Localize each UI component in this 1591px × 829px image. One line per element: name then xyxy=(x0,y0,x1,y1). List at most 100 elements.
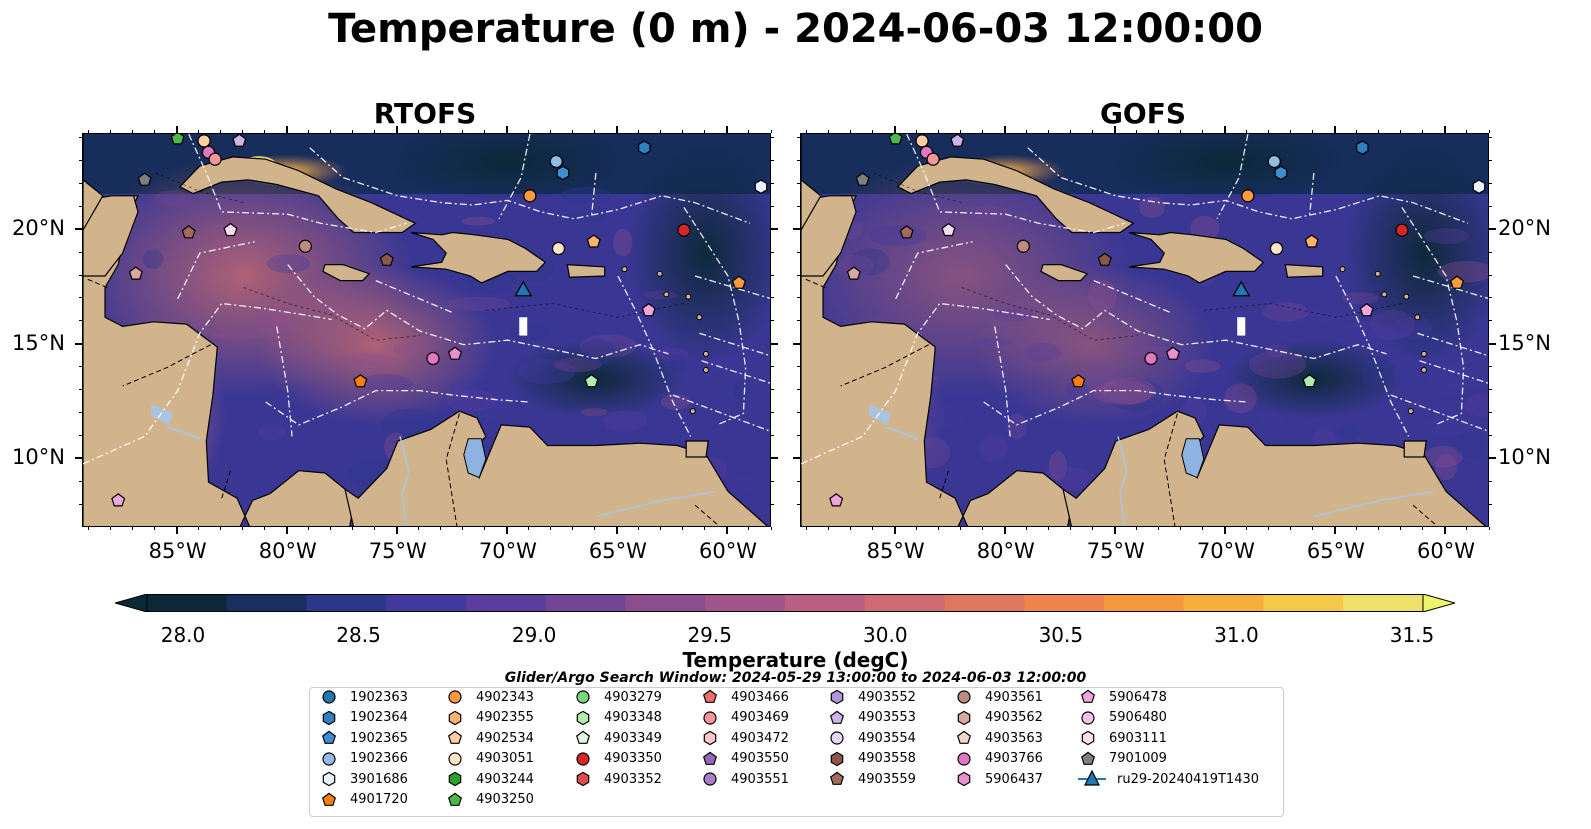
lon-label: 70°W xyxy=(1196,539,1255,563)
axis-tick xyxy=(1489,457,1492,459)
legend-marker xyxy=(1080,689,1096,703)
axis-tick xyxy=(154,130,156,133)
colorbar-segment xyxy=(386,594,467,612)
axis-tick xyxy=(725,527,728,534)
axis-tick xyxy=(1246,527,1248,530)
axis-tick xyxy=(79,251,82,253)
axis-tick xyxy=(88,527,90,530)
legend-marker xyxy=(702,751,718,765)
colorbar-tick-label: 31.5 xyxy=(1389,623,1435,647)
axis-tick xyxy=(79,159,82,161)
float-marker xyxy=(1144,351,1158,366)
lat-label: 15°N xyxy=(12,330,65,355)
axis-tick xyxy=(1026,130,1028,133)
axis-tick xyxy=(1246,130,1248,133)
legend-marker xyxy=(321,730,337,744)
axis-tick xyxy=(797,228,800,230)
axis-tick xyxy=(1489,251,1492,253)
figure-title: Temperature (0 m) - 2024-06-03 12:00:00 xyxy=(328,6,1263,52)
axis-tick xyxy=(797,411,800,413)
axis-tick xyxy=(1202,130,1204,133)
axis-tick xyxy=(462,527,464,530)
legend-marker xyxy=(956,730,972,744)
axis-tick xyxy=(916,527,918,530)
axis-tick xyxy=(528,130,530,133)
axis-tick xyxy=(771,389,774,391)
colorbar-extend-low xyxy=(115,594,148,612)
axis-tick xyxy=(440,527,442,530)
float-marker xyxy=(1304,234,1319,248)
axis-tick xyxy=(1004,130,1006,133)
legend-marker xyxy=(448,690,462,704)
axis-tick xyxy=(982,130,984,133)
float-marker xyxy=(1071,374,1086,388)
axis-tick xyxy=(1489,182,1492,184)
float-marker xyxy=(641,303,656,317)
legend-item: 4903466 xyxy=(699,687,789,707)
axis-tick xyxy=(1048,527,1050,530)
legend-marker-shape xyxy=(448,771,462,787)
colorbar-tick-label: 28.0 xyxy=(160,623,206,647)
legend-marker xyxy=(703,772,717,786)
legend-item: 4903348 xyxy=(572,708,662,728)
float-marker xyxy=(181,225,196,239)
legend-item: 4903352 xyxy=(572,769,662,789)
axis-tick xyxy=(771,182,774,184)
legend-label: 3901686 xyxy=(350,771,408,787)
float-marker xyxy=(1359,303,1374,317)
axis-tick xyxy=(797,366,800,368)
colorbar-segment xyxy=(306,594,387,612)
axis-tick xyxy=(982,527,984,530)
search-window-text: Glider/Argo Search Window: 2024-05-29 13… xyxy=(504,670,1087,686)
axis-tick xyxy=(893,126,896,133)
colorbar-tick-label: 30.0 xyxy=(863,623,908,647)
axis-tick xyxy=(1488,527,1490,530)
legend-marker-shape xyxy=(830,731,844,745)
legend-label: 4903244 xyxy=(476,771,534,787)
lon-label: 80°W xyxy=(976,539,1035,563)
axis-tick xyxy=(1268,130,1270,133)
axis-tick xyxy=(806,527,808,530)
axis-tick xyxy=(797,137,800,139)
legend-label: 1902365 xyxy=(350,730,408,746)
axis-tick xyxy=(374,130,376,133)
axis-tick xyxy=(396,130,398,133)
axis-tick xyxy=(286,130,288,133)
axis-tick xyxy=(1443,126,1446,133)
axis-tick xyxy=(79,343,82,345)
legend-marker-shape xyxy=(447,792,463,806)
float-marker xyxy=(170,134,185,145)
float-marker xyxy=(556,165,570,181)
legend-label: 4903051 xyxy=(476,751,534,766)
colorbar-segment xyxy=(466,594,547,612)
axis-tick xyxy=(79,366,82,368)
axis-tick xyxy=(682,130,684,133)
axis-tick xyxy=(1466,527,1468,530)
axis-tick xyxy=(1356,527,1358,530)
legend-item: 4902534 xyxy=(444,728,534,748)
float-marker xyxy=(1355,140,1369,155)
axis-tick xyxy=(462,130,464,133)
lon-label: 60°W xyxy=(698,539,757,563)
legend-marker-shape xyxy=(1081,710,1095,725)
legend-label: 4903562 xyxy=(985,710,1043,725)
axis-tick xyxy=(797,182,800,184)
legend-item: 4902343 xyxy=(444,687,534,707)
axis-tick xyxy=(1422,527,1424,530)
axis-tick xyxy=(797,389,800,391)
legend-marker xyxy=(322,690,336,704)
axis-tick xyxy=(484,527,486,530)
axis-tick xyxy=(797,343,800,345)
axis-tick xyxy=(79,228,82,230)
axis-tick xyxy=(682,527,684,530)
colorbar-segment xyxy=(864,594,945,612)
axis-tick xyxy=(528,527,530,530)
axis-tick xyxy=(1422,130,1424,133)
map-panel-gofs xyxy=(800,133,1489,527)
legend-label: 4903550 xyxy=(731,751,789,766)
float-marker xyxy=(888,134,903,145)
axis-tick xyxy=(748,130,750,133)
lon-label: 65°W xyxy=(1306,539,1365,563)
axis-tick xyxy=(79,480,82,482)
float-marker xyxy=(584,374,599,388)
